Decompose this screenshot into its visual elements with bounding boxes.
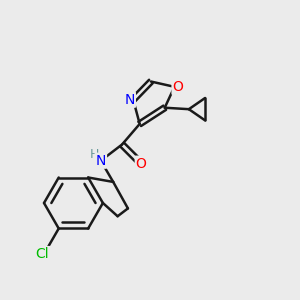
Text: N: N (124, 93, 135, 107)
Text: N: N (96, 154, 106, 168)
Text: H: H (90, 148, 99, 161)
Text: O: O (172, 80, 183, 94)
Text: Cl: Cl (36, 247, 49, 261)
Text: O: O (136, 157, 147, 171)
